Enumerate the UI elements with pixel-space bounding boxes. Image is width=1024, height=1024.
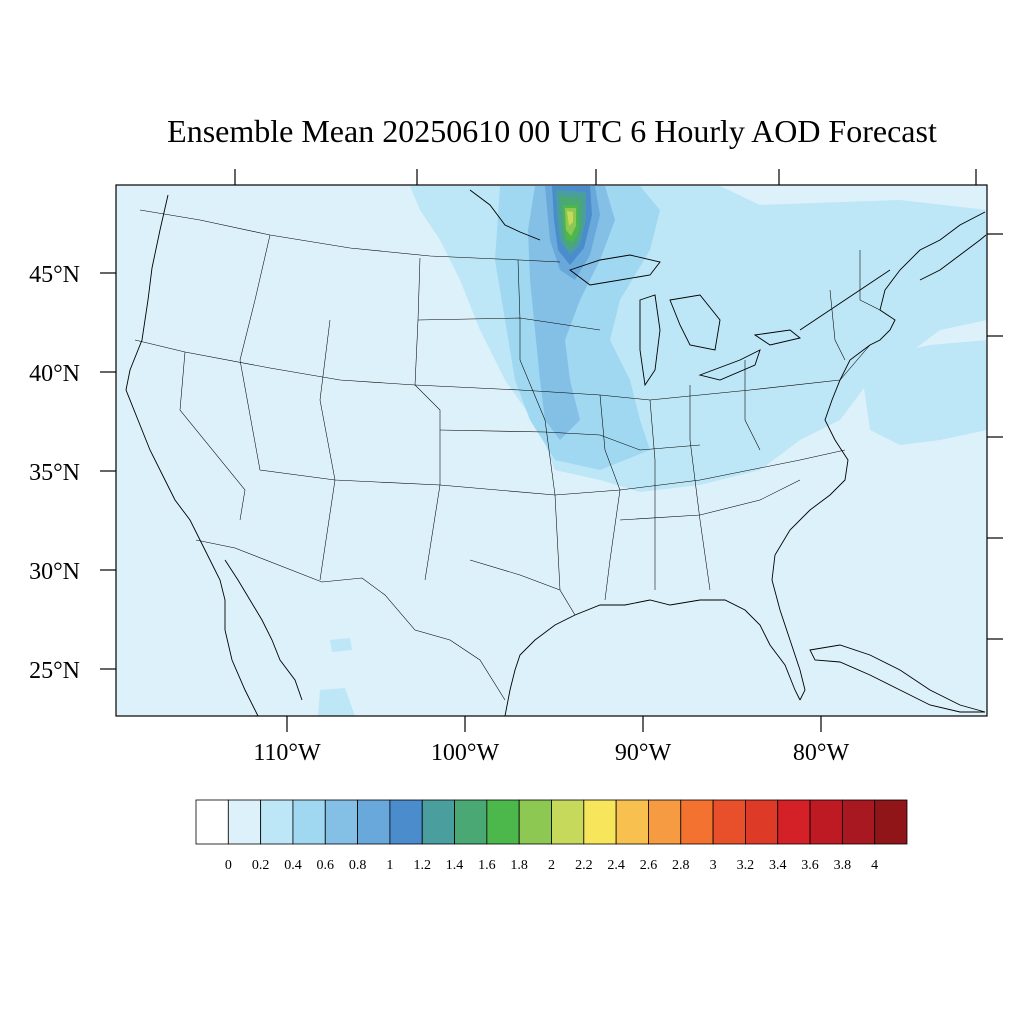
state-line-4: [319, 319, 336, 581]
colorbar-swatch: [518, 799, 552, 845]
colorbar-swatch: [809, 799, 843, 845]
state-line-16: [859, 250, 881, 311]
state-line-8: [417, 317, 601, 331]
state-line-7: [439, 429, 701, 451]
lat-label: 40°N: [29, 361, 80, 387]
colorbar-tick-label: 2.4: [607, 858, 625, 873]
colorbar-swatch: [648, 799, 682, 845]
map-title: Ensemble Mean 20250610 00 UTC 6 Hourly A…: [167, 113, 937, 149]
map-frame: [115, 184, 988, 717]
colorbar-tick-label: 0.2: [252, 858, 270, 873]
lat-label: 25°N: [29, 658, 80, 684]
tick-marks: [100, 169, 1003, 732]
state-line-2: [179, 351, 246, 521]
aod-field: [318, 186, 987, 716]
colorbar-swatch: [712, 799, 746, 845]
colorbar-tick-label: 1: [386, 858, 393, 873]
great-lakes-erie: [698, 349, 761, 381]
colorbar-tick-label: 1.2: [413, 858, 431, 873]
colorbar-swatch: [486, 799, 520, 845]
state-line-5: [414, 257, 441, 581]
colorbar-tick-label: 3.6: [801, 858, 819, 873]
colorbar-tick-label: 4: [871, 858, 878, 873]
mexico-gulf-coastline: [504, 599, 801, 716]
hudson-bay-shore: [469, 189, 541, 241]
state-line-15: [829, 289, 846, 361]
northeast-coastline: [884, 211, 986, 291]
colorbar-tick-label: 3: [710, 858, 717, 873]
west-coastline: [125, 194, 259, 716]
colorbar-tick-label: 0.4: [284, 858, 302, 873]
canada-border: [139, 209, 561, 263]
aod-contour-0.6: [528, 186, 615, 440]
colorbar-swatch: [260, 799, 294, 845]
state-line-12: [744, 360, 761, 451]
colorbar-labels: 0 0.2 0.4 0.6 0.8 1 1.2 1.4 1.6 1.8 2 2.2 2.4 2.6 2.8 3…: [225, 858, 878, 873]
colorbar-tick-label: 3.8: [834, 858, 852, 873]
great-lakes-huron: [669, 294, 721, 351]
state-borders: [134, 209, 881, 701]
colorbar-swatch: [324, 799, 358, 845]
aod-contour-0.2-gulf: [330, 638, 352, 652]
colorbar-tick-label: 0.8: [349, 858, 367, 873]
colorbar-tick-label: 0: [225, 858, 232, 873]
colorbar-swatch: [227, 799, 262, 845]
lat-label: 45°N: [29, 262, 80, 288]
lon-label: 110°W: [253, 740, 321, 766]
colorbar-swatch: [454, 799, 488, 845]
colorbar-swatch: [680, 799, 714, 845]
state-line-9: [599, 394, 621, 601]
colorbar-swatch: [292, 799, 326, 845]
longitude-labels: 110°W 100°W 90°W 80°W: [253, 740, 849, 766]
colorbar-tick-label: 2.8: [672, 858, 690, 873]
baja-coastline: [224, 559, 303, 701]
state-line-14: [619, 479, 801, 521]
great-lakes-michigan: [639, 294, 661, 387]
aod-contour-0.2-mexico: [318, 688, 355, 716]
florida-east-coastline: [771, 289, 896, 701]
colorbar-tick-label: 1.4: [446, 858, 464, 873]
colorbar-tick-label: 1.8: [510, 858, 528, 873]
st-lawrence: [799, 269, 891, 331]
state-line-10: [649, 399, 656, 590]
colorbar-tick-label: 2.2: [575, 858, 593, 873]
cuba-coastline: [809, 644, 986, 713]
state-line-11: [689, 385, 711, 591]
colorbar-swatch: [745, 799, 779, 845]
aod-contour-2.0: [567, 211, 573, 226]
great-lakes-ontario: [753, 329, 802, 346]
colorbar-tick-label: 2: [548, 858, 555, 873]
colorbar-swatch: [615, 799, 649, 845]
colorbar-tick-label: 3.2: [737, 858, 755, 873]
colorbar-swatch: [583, 799, 617, 845]
aod-contour-0.2-atlantic: [860, 340, 987, 445]
colorbar-tick-label: 3.4: [769, 858, 787, 873]
state-line-13: [749, 344, 871, 391]
lon-label: 90°W: [615, 740, 672, 766]
colorbar-swatch: [841, 799, 876, 845]
lat-label: 35°N: [29, 460, 80, 486]
coastlines: [125, 189, 987, 716]
nova-scotia-coastline: [919, 234, 987, 281]
colorbar-swatch: [389, 799, 423, 845]
colorbar-tick-label: 1.6: [478, 858, 496, 873]
colorbar-swatch: [357, 799, 391, 845]
colorbar-swatch: [777, 799, 811, 845]
colorbar-tick-label: 2.6: [640, 858, 658, 873]
lon-label: 100°W: [431, 740, 500, 766]
map-panel: 45°N 40°N 35°N 30°N 25°N 110°W 100°W 90°…: [29, 169, 1003, 766]
colorbar-swatch: [551, 799, 585, 845]
latitude-labels: 45°N 40°N 35°N 30°N 25°N: [29, 262, 80, 684]
mexico-border: [195, 539, 506, 701]
lat-label: 30°N: [29, 559, 80, 585]
colorbar-swatch: [421, 799, 455, 845]
colorbar-tick-label: 0.6: [317, 858, 335, 873]
colorbar: [195, 799, 908, 845]
state-line-17: [469, 559, 561, 591]
colorbar-swatch: [874, 799, 908, 845]
lon-label: 80°W: [793, 740, 850, 766]
colorbar-swatch: [195, 799, 229, 845]
great-lakes-superior: [569, 254, 661, 286]
